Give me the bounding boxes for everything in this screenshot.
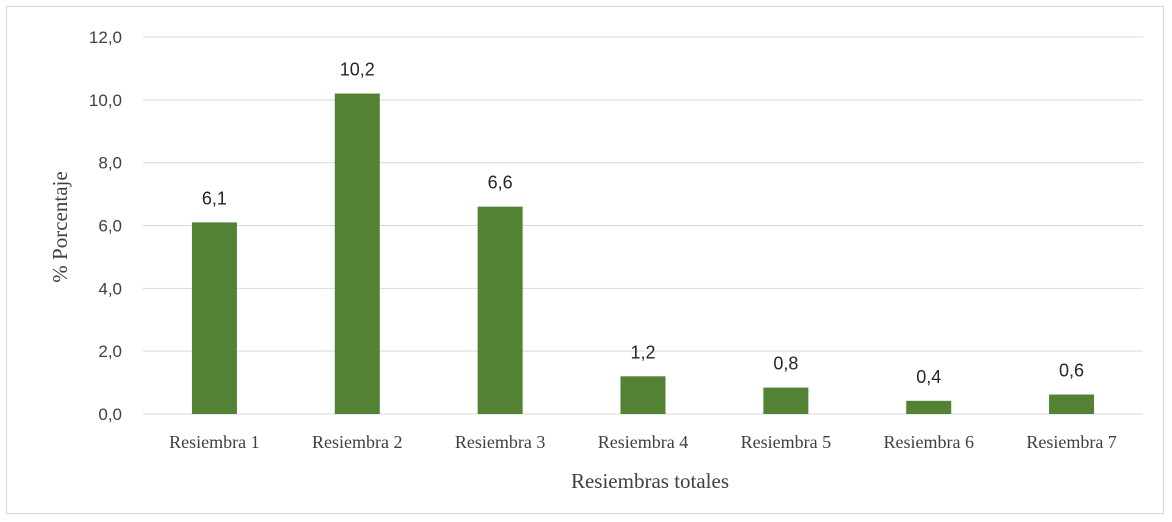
bar xyxy=(906,400,952,414)
data-label: 0,8 xyxy=(773,354,798,374)
data-label: 6,6 xyxy=(488,173,513,193)
x-category-label: Resiembra 5 xyxy=(741,432,831,452)
x-category-label: Resiembra 7 xyxy=(1026,432,1116,452)
x-category-label: Resiembra 2 xyxy=(312,432,402,452)
data-label: 0,4 xyxy=(916,367,941,387)
bar xyxy=(477,206,523,414)
y-tick-label: 8,0 xyxy=(98,154,122,173)
bar xyxy=(620,376,666,414)
y-axis-title: % Porcentaje xyxy=(48,171,72,282)
bar xyxy=(334,93,380,415)
data-labels: 6,1 10,2 6,6 1,2 0,8 0,4 0,6 xyxy=(202,60,1084,387)
y-axis-ticks: 0,0 2,0 4,0 6,0 8,0 10,0 12,0 xyxy=(89,28,122,424)
y-tick-label: 4,0 xyxy=(98,279,122,298)
bars xyxy=(191,93,1095,415)
y-tick-label: 6,0 xyxy=(98,217,122,236)
data-label: 6,1 xyxy=(202,188,227,208)
x-category-label: Resiembra 6 xyxy=(883,432,973,452)
x-category-label: Resiembra 4 xyxy=(598,432,688,452)
gridlines xyxy=(143,36,1143,352)
y-tick-label: 12,0 xyxy=(89,28,122,47)
data-label: 0,6 xyxy=(1059,361,1084,381)
bar xyxy=(763,387,809,414)
y-tick-label: 0,0 xyxy=(98,405,122,424)
data-label: 10,2 xyxy=(340,60,375,80)
x-axis-categories: Resiembra 1 Resiembra 2 Resiembra 3 Resiemb… xyxy=(169,432,1117,452)
x-category-label: Resiembra 3 xyxy=(455,432,545,452)
x-category-label: Resiembra 1 xyxy=(169,432,259,452)
y-tick-label: 10,0 xyxy=(89,91,122,110)
data-label: 1,2 xyxy=(630,342,655,362)
bar xyxy=(1049,394,1095,414)
bar xyxy=(191,222,237,414)
x-axis-title: Resiembras totales xyxy=(571,469,729,493)
y-tick-label: 2,0 xyxy=(98,342,122,361)
